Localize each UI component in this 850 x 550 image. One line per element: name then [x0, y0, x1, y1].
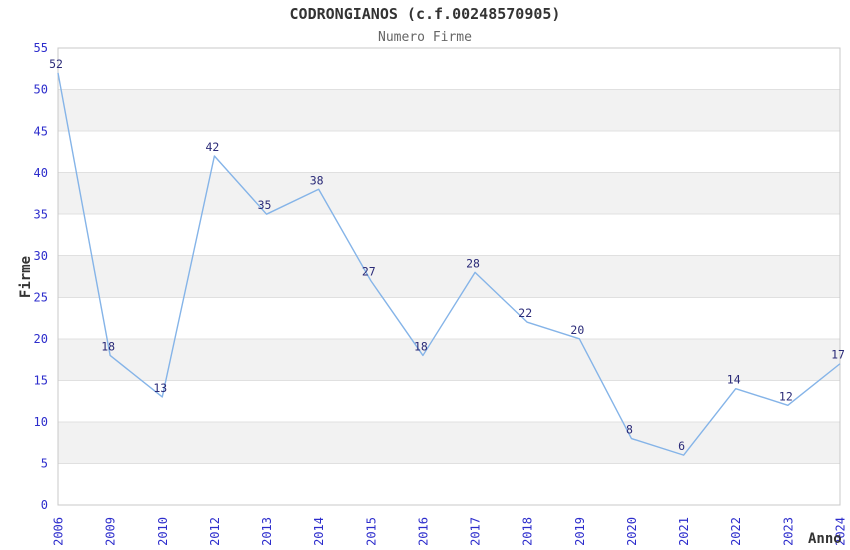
y-tick-label: 25	[34, 290, 48, 304]
y-tick-label: 0	[41, 498, 48, 512]
x-tick-label: 2020	[625, 517, 639, 546]
x-tick-label: 2014	[312, 517, 326, 546]
plot-band	[58, 89, 840, 132]
numero-firme-line	[57, 72, 841, 456]
point-label: 8	[626, 423, 633, 437]
point-label: 14	[727, 373, 741, 387]
y-axis-title: Firme	[18, 256, 34, 298]
y-tick-label: 45	[34, 124, 48, 138]
chart-subtitle: Numero Firme	[378, 30, 472, 45]
y-tick-label: 55	[34, 41, 48, 55]
point-label: 42	[205, 140, 219, 154]
point-label: 18	[101, 339, 115, 353]
y-tick-label: 5	[41, 457, 48, 471]
x-tick-label: 2023	[781, 517, 795, 546]
point-label: 52	[49, 57, 63, 71]
x-tick-label: 2006	[52, 517, 66, 546]
plot-band	[58, 421, 840, 464]
data-series	[57, 72, 841, 456]
point-label: 20	[570, 323, 584, 337]
point-label: 27	[362, 265, 376, 279]
point-label: 13	[153, 381, 167, 395]
x-tick-label: 2009	[104, 517, 118, 546]
y-tick-label: 40	[34, 166, 48, 180]
x-tick-label: 2013	[260, 517, 274, 546]
point-label: 28	[466, 256, 480, 270]
y-tick-label: 30	[34, 249, 48, 263]
point-label: 35	[258, 198, 272, 212]
y-tick-label: 50	[34, 83, 48, 97]
point-label: 18	[414, 339, 428, 353]
plot-band	[58, 172, 840, 215]
plot-band	[58, 255, 840, 298]
point-label: 38	[310, 173, 324, 187]
point-label: 17	[831, 348, 845, 362]
x-axis-tick-labels: 2006 2009 2010 2012 2013 2014 2015 2016 2017 2018…	[52, 517, 848, 546]
point-label: 12	[779, 389, 793, 403]
x-tick-label: 2012	[208, 517, 222, 546]
x-tick-label: 2019	[573, 517, 587, 546]
y-tick-label: 20	[34, 332, 48, 346]
x-axis-title: Anno	[808, 531, 842, 547]
y-axis-tick-labels: 0 5 10 15 20 25 30 35 40 45 50 55	[34, 41, 48, 512]
plot-band	[58, 338, 840, 381]
x-tick-label: 2010	[156, 517, 170, 546]
plot-border	[57, 47, 841, 506]
x-tick-label: 2022	[729, 517, 743, 546]
x-tick-label: 2024	[834, 517, 848, 546]
y-tick-label: 15	[34, 374, 48, 388]
chart-title: CODRONGIANOS (c.f.00248570905)	[290, 5, 561, 23]
x-tick-label: 2021	[677, 517, 691, 546]
point-label: 22	[518, 306, 532, 320]
y-tick-label: 10	[34, 415, 48, 429]
x-tick-label: 2015	[364, 517, 378, 546]
x-tick-label: 2018	[521, 517, 535, 546]
point-labels: 52 18 13 42 35 38 27 18 28 22 20 8 6 14 12 17	[49, 57, 845, 453]
plot-bands	[58, 89, 840, 464]
point-label: 6	[678, 439, 685, 453]
plot-gridlines	[58, 89, 840, 464]
y-tick-label: 35	[34, 207, 48, 221]
x-tick-label: 2016	[416, 517, 430, 546]
x-tick-label: 2017	[469, 517, 483, 546]
